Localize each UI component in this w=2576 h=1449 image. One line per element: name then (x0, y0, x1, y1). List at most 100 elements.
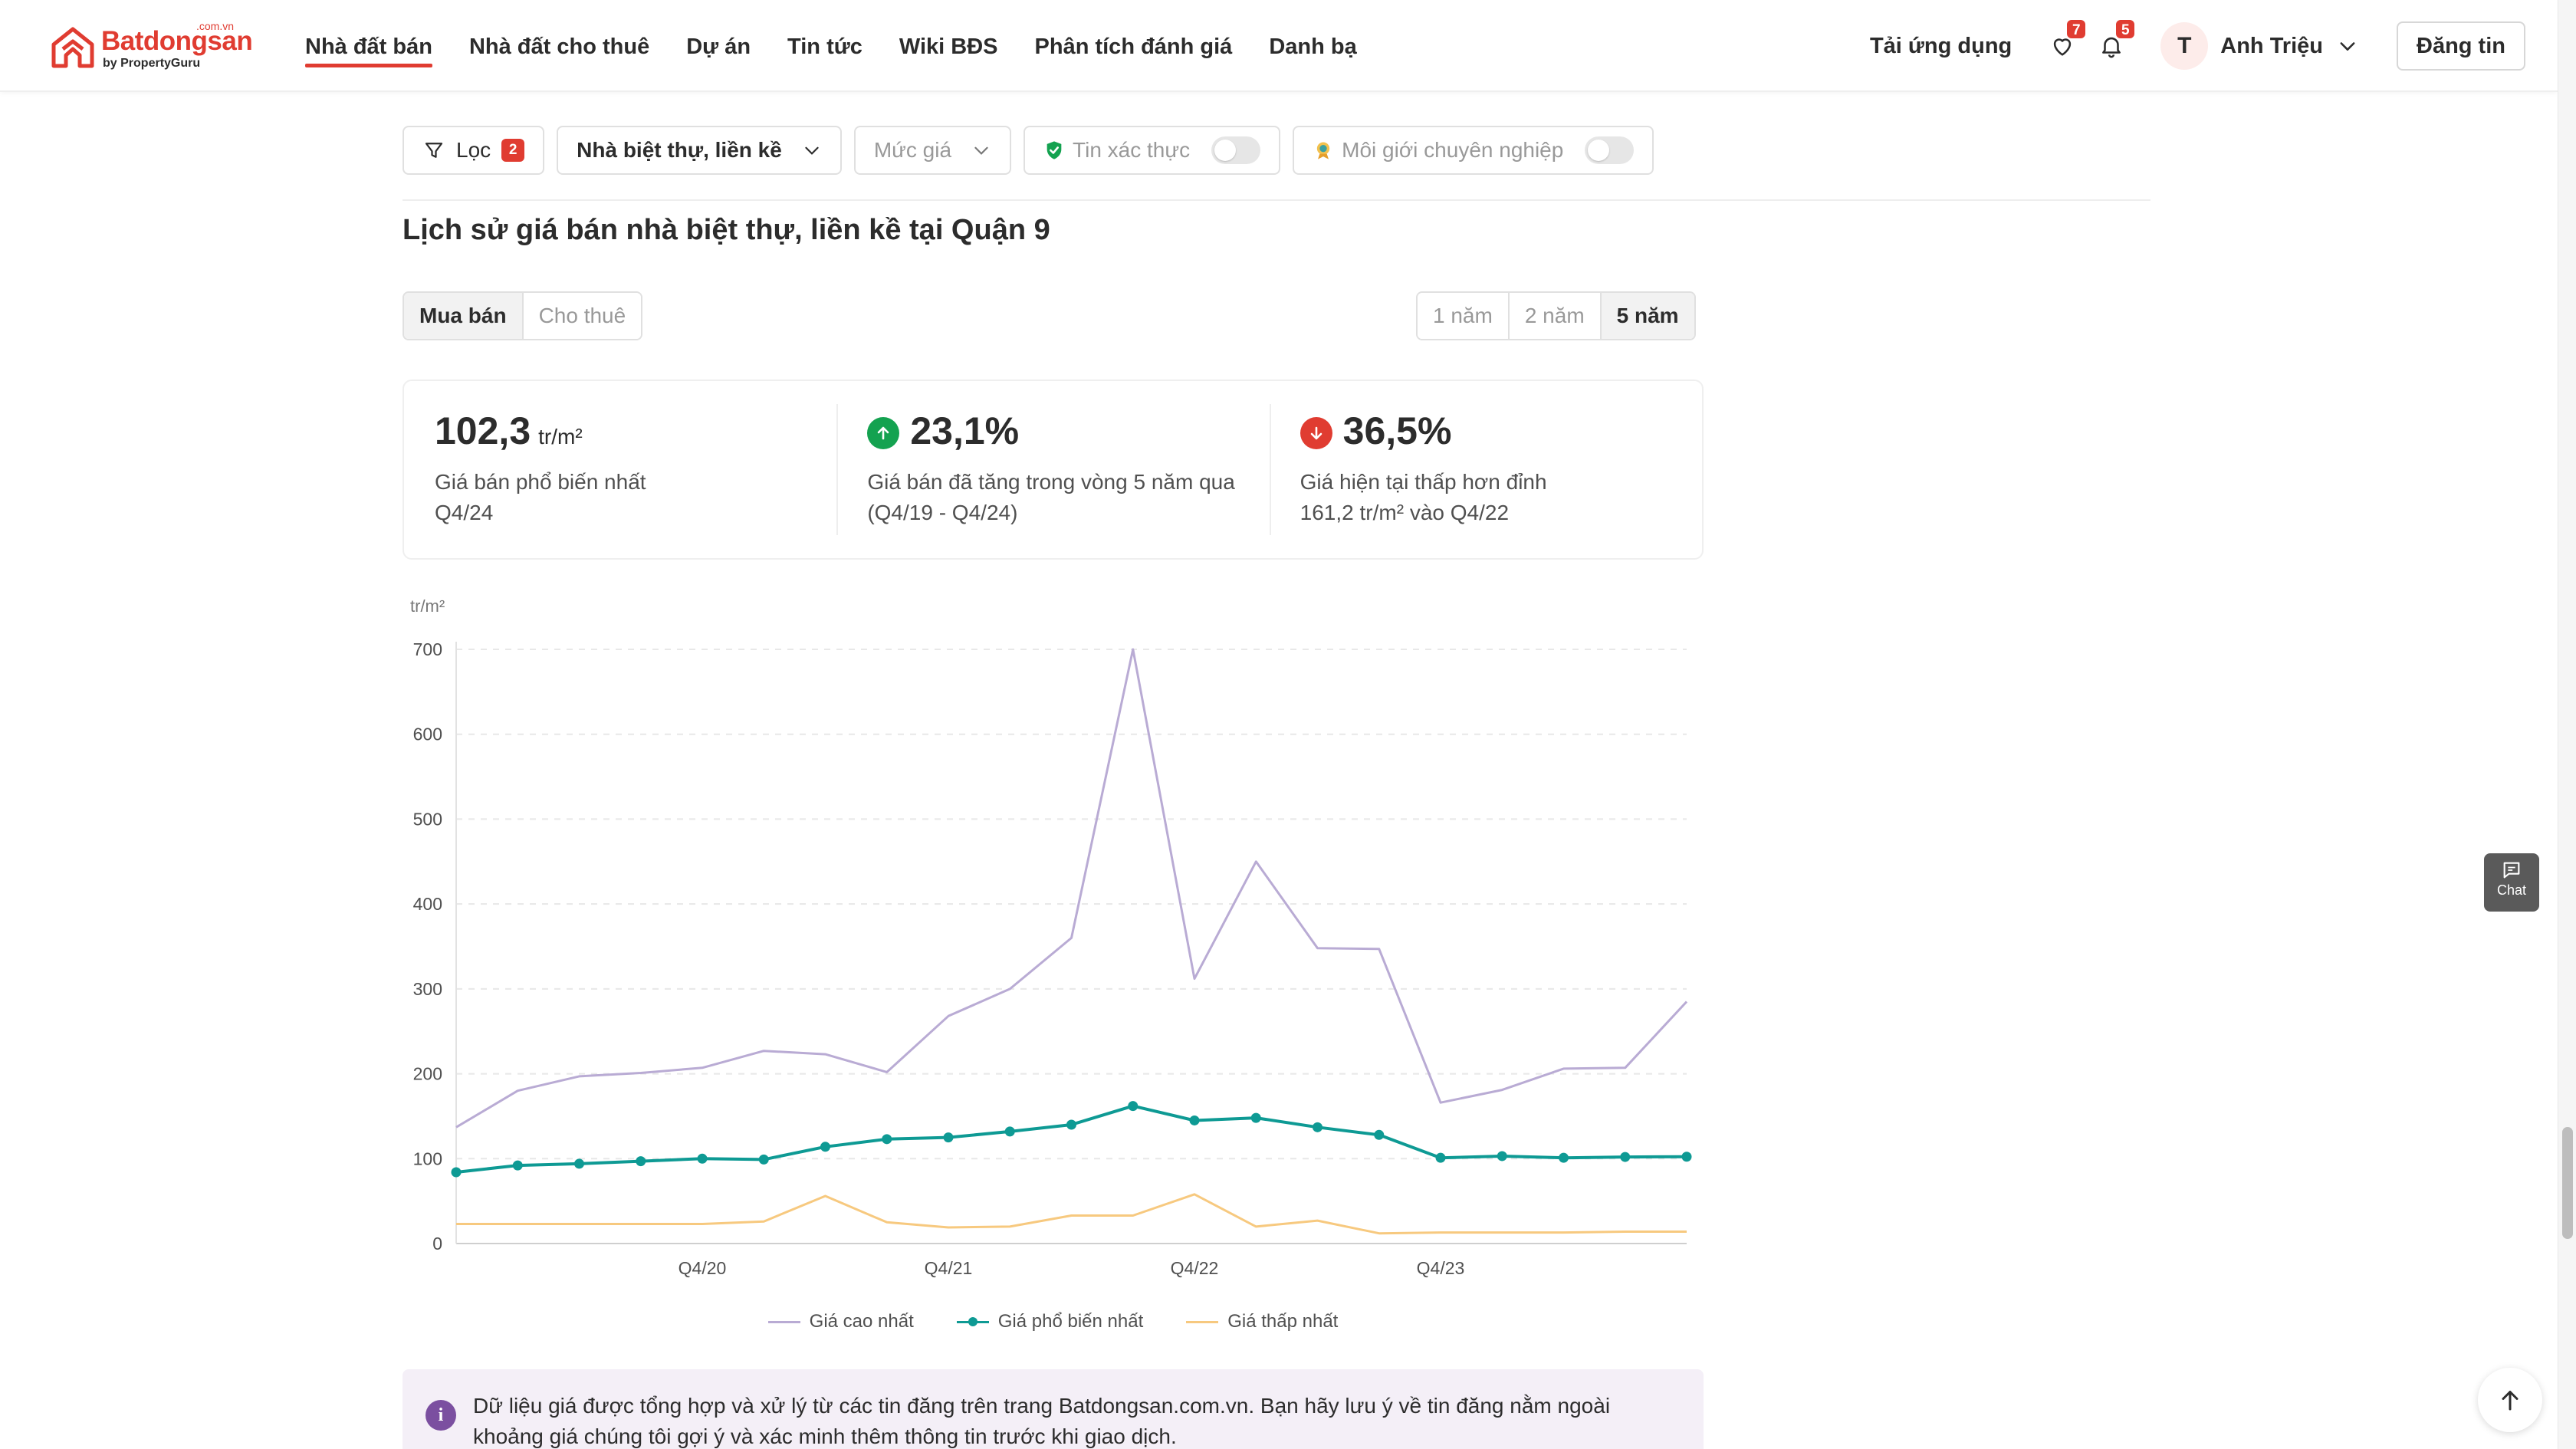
legend-item-low[interactable]: Giá thấp nhất (1186, 1311, 1338, 1332)
arrow-down-icon (1300, 417, 1332, 449)
info-note: i Dữ liệu giá được tổng hợp và xử lý từ … (402, 1369, 1704, 1449)
nav-item-rent[interactable]: Nhà đất cho thuê (468, 34, 650, 59)
logo-name: Batdongsan (101, 26, 253, 56)
chart-legend: Giá cao nhất Giá phổ biến nhất Giá thấp … (402, 1311, 1704, 1332)
tab-1-year[interactable]: 1 năm (1418, 293, 1510, 339)
pro-broker-toggle-filter[interactable]: Môi giới chuyên nghiệp (1293, 126, 1654, 175)
series-point-1 (1313, 1122, 1322, 1132)
avatar[interactable]: T (2160, 22, 2209, 70)
heart-icon (2054, 38, 2072, 56)
nav-item-analysis[interactable]: Phân tích đánh giá (1034, 34, 1233, 59)
nav-item-directory[interactable]: Danh bạ (1269, 34, 1357, 59)
tab-5-years[interactable]: 5 năm (1601, 293, 1694, 339)
filter-button[interactable]: Lọc 2 (402, 126, 545, 175)
tab-sale[interactable]: Mua bán (404, 293, 524, 339)
x-tick-label: Q4/22 (1171, 1258, 1219, 1278)
info-note-text: Dữ liệu giá được tổng hợp và xử lý từ cá… (473, 1394, 1611, 1448)
nav-item-wiki[interactable]: Wiki BĐS (899, 34, 998, 59)
y-tick-label: 500 (413, 809, 442, 829)
x-tick-label: Q4/23 (1417, 1258, 1465, 1278)
series-point-1 (820, 1142, 830, 1152)
chat-bubble-icon (2503, 862, 2520, 879)
legend-swatch (956, 1316, 989, 1328)
stat-description: Giá bán phổ biến nhất (435, 470, 646, 494)
series-line-0 (455, 648, 1688, 1129)
series-point-1 (574, 1158, 584, 1169)
legend-item-common[interactable]: Giá phổ biến nhất (956, 1311, 1143, 1332)
series-point-1 (882, 1134, 892, 1145)
price-select[interactable]: Mức giá (853, 126, 1012, 175)
series-point-1 (1559, 1152, 1569, 1163)
chevron-down-icon[interactable] (2337, 35, 2358, 57)
info-icon: i (426, 1400, 456, 1431)
series-point-1 (1681, 1152, 1692, 1162)
series-point-1 (451, 1167, 462, 1178)
price-stats-card: 102,3 tr/m² Giá bán phổ biến nhất Q4/24 … (402, 380, 1704, 560)
property-type-select[interactable]: Nhà biệt thự, liền kề (557, 126, 842, 175)
legend-item-high[interactable]: Giá cao nhất (767, 1311, 914, 1332)
page-scrollbar[interactable] (2558, 0, 2576, 1449)
site-header: Batdongsan .com.vn by PropertyGuru Nhà đ… (0, 0, 2558, 92)
chat-button[interactable]: Chat (2484, 853, 2539, 912)
nav-item-sale[interactable]: Nhà đất bán (305, 0, 451, 92)
verified-toggle-filter[interactable]: Tin xác thực (1024, 126, 1281, 175)
y-tick-label: 300 (413, 979, 442, 999)
stat-description: Giá bán đã tăng trong vòng 5 năm qua (867, 470, 1235, 494)
medal-icon (1316, 142, 1330, 159)
mode-tabs: Mua bán Cho thuê (402, 291, 643, 340)
tab-rent[interactable]: Cho thuê (523, 293, 642, 339)
logo-byline: by PropertyGuru (103, 57, 201, 70)
series-point-1 (1374, 1129, 1385, 1140)
x-tick-label: Q4/20 (678, 1258, 727, 1278)
notifications-button[interactable]: 5 (2095, 18, 2137, 63)
series-line-2 (456, 1193, 1687, 1235)
nav-item-projects[interactable]: Dự án (686, 34, 751, 59)
y-tick-label: 100 (413, 1148, 442, 1168)
nav-item-news[interactable]: Tin tức (787, 34, 863, 59)
saved-count-badge: 7 (2065, 18, 2088, 40)
stat-period: 161,2 tr/m² vào Q4/22 (1300, 501, 1510, 524)
logo-domain-suffix: .com.vn (196, 20, 235, 32)
y-tick-label: 600 (413, 724, 442, 744)
y-axis-unit-label: tr/m² (410, 596, 445, 616)
series-point-1 (1004, 1126, 1015, 1137)
user-name[interactable]: Anh Triệu (2220, 33, 2323, 58)
series-point-1 (1189, 1115, 1200, 1125)
legend-swatch (1186, 1316, 1219, 1328)
scrollbar-thumb[interactable] (2562, 1127, 2573, 1239)
price-select-label: Mức giá (873, 138, 952, 162)
back-to-top-button[interactable] (2478, 1368, 2542, 1432)
post-listing-button[interactable]: Đăng tin (2397, 21, 2525, 71)
range-tabs: 1 năm 2 năm 5 năm (1416, 291, 1696, 340)
series-point-1 (1066, 1119, 1076, 1130)
filter-bar: Lọc 2 Nhà biệt thự, liền kề Mức giá Tin … (402, 126, 1654, 175)
stat-value: 36,5% (1342, 409, 1452, 452)
section-divider (402, 199, 2150, 201)
series-point-1 (512, 1160, 523, 1171)
series-point-1 (1250, 1112, 1261, 1123)
chart-plot: tr/m² 0 100 200 300 400 500 600 700 Q4/20 Q4/21 Q4/… (410, 596, 1692, 1278)
logo-house-icon (51, 27, 94, 68)
pro-broker-toggle[interactable] (1585, 136, 1635, 164)
legend-label: Giá thấp nhất (1227, 1311, 1339, 1332)
logo[interactable]: Batdongsan .com.vn by PropertyGuru (51, 20, 253, 74)
chat-label: Chat (2496, 882, 2527, 898)
notif-count-badge: 5 (2114, 18, 2137, 40)
verified-toggle[interactable] (1211, 136, 1261, 164)
filter-count-badge: 2 (501, 139, 525, 162)
download-app-link[interactable]: Tải ứng dụng (1869, 33, 2013, 58)
series-point-1 (1435, 1152, 1446, 1163)
price-history-chart: tr/m² 0 100 200 300 400 500 600 700 Q4/20 Q4/21 Q4/… (402, 590, 1704, 1349)
stat-growth: 23,1% Giá bán đã tăng trong vòng 5 năm q… (836, 381, 1269, 558)
tab-2-years[interactable]: 2 năm (1509, 293, 1602, 339)
stat-description: Giá hiện tại thấp hơn đỉnh (1300, 470, 1547, 494)
series-point-1 (1497, 1151, 1507, 1162)
series-point-1 (1128, 1101, 1138, 1112)
stat-common-price: 102,3 tr/m² Giá bán phổ biến nhất Q4/24 (404, 381, 836, 558)
property-type-value: Nhà biệt thự, liền kề (577, 138, 782, 162)
saved-listings-button[interactable]: 7 (2045, 18, 2088, 63)
page-title: Lịch sử giá bán nhà biệt thự, liền kề tạ… (402, 214, 1050, 246)
stat-value: 23,1% (910, 409, 1020, 452)
series-point-1 (697, 1153, 708, 1164)
arrow-up-icon (2502, 1391, 2518, 1411)
